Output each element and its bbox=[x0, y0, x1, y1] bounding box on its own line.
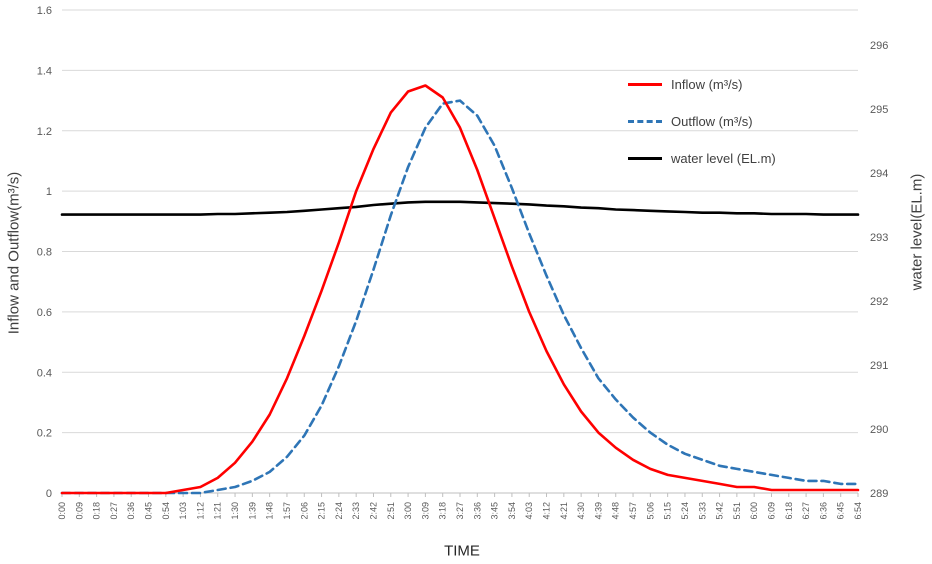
x-axis-tick-label: 1:57 bbox=[282, 502, 292, 520]
x-axis-tick-label: 4:30 bbox=[576, 502, 586, 520]
x-axis-tick-label: 5:15 bbox=[663, 502, 673, 520]
x-axis-tick-label: 0:54 bbox=[161, 502, 171, 520]
x-axis-tick-label: 1:03 bbox=[178, 502, 188, 520]
right-axis-tick-label: 289 bbox=[870, 488, 888, 500]
x-axis-tick-label: 0:36 bbox=[126, 502, 136, 520]
x-axis-tick-label: 5:06 bbox=[645, 502, 655, 520]
x-axis-tick-label: 6:18 bbox=[784, 502, 794, 520]
x-axis-tick-label: 0:45 bbox=[144, 502, 154, 520]
x-axis-tick-label: 1:48 bbox=[265, 502, 275, 520]
water-level-line bbox=[60, 200, 860, 216]
x-axis-tick-label: 3:36 bbox=[472, 502, 482, 520]
x-axis-tick-label: 3:54 bbox=[507, 502, 517, 520]
right-axis-tick-label: 292 bbox=[870, 296, 888, 308]
outflow-line bbox=[60, 99, 860, 495]
right-axis-tick-label: 291 bbox=[870, 360, 888, 372]
right-axis-tick-label: 290 bbox=[870, 424, 888, 436]
right-axis-tick-label: 295 bbox=[870, 104, 888, 116]
x-axis-tick-label: 4:48 bbox=[611, 502, 621, 520]
outflow-line-swatch bbox=[628, 119, 662, 123]
x-axis-tick-label: 2:15 bbox=[317, 502, 327, 520]
legend-label-inflow: Inflow (m³/s) bbox=[671, 76, 743, 92]
x-axis-tick-label: 2:06 bbox=[299, 502, 309, 520]
x-axis-tick-label: 6:36 bbox=[818, 502, 828, 520]
left-axis-tick-label: 0.2 bbox=[37, 428, 52, 440]
x-axis-tick-label: 6:27 bbox=[801, 502, 811, 520]
x-axis-tick-label: 3:45 bbox=[490, 502, 500, 520]
x-axis-tick-label: 1:21 bbox=[213, 502, 223, 520]
x-axis-tick-label: 3:09 bbox=[420, 502, 430, 520]
x-axis-tick-label: 2:42 bbox=[368, 502, 378, 520]
x-axis-tick-label: 0:18 bbox=[92, 502, 102, 520]
x-axis-tick-label: 4:12 bbox=[542, 502, 552, 520]
x-axis-tick-label: 1:12 bbox=[195, 502, 205, 520]
left-axis-tick-label: 1.2 bbox=[37, 126, 52, 138]
x-axis-tick-label: 6:45 bbox=[836, 502, 846, 520]
x-axis-tick-label: 5:33 bbox=[697, 502, 707, 520]
legend-item-water-level: water level (EL.m) bbox=[628, 148, 776, 168]
legend-label-outflow: Outflow (m³/s) bbox=[671, 113, 753, 129]
right-y-axis-title: water level(EL.m) bbox=[908, 173, 926, 291]
water-level-line-swatch bbox=[628, 156, 662, 160]
legend-label-water-level: water level (EL.m) bbox=[671, 150, 776, 166]
left-axis-tick-label: 1 bbox=[46, 186, 52, 198]
x-axis-tick-label: 6:54 bbox=[853, 502, 863, 520]
x-axis-tick-label: 6:00 bbox=[749, 502, 759, 520]
chart-legend: Inflow (m³/s) Outflow (m³/s) water level… bbox=[628, 74, 776, 185]
x-axis-tick-label: 2:24 bbox=[334, 502, 344, 520]
x-axis-title: TIME bbox=[444, 542, 480, 560]
left-y-axis-title: Inflow and Outflow(m³/s) bbox=[5, 171, 23, 335]
x-axis-tick-label: 5:51 bbox=[732, 502, 742, 520]
legend-item-outflow: Outflow (m³/s) bbox=[628, 111, 776, 131]
left-axis-tick-label: 0.4 bbox=[37, 367, 52, 379]
x-axis-tick-label: 2:51 bbox=[386, 502, 396, 520]
left-axis-tick-label: 1.4 bbox=[37, 65, 52, 77]
x-axis-tick-label: 0:00 bbox=[57, 502, 67, 520]
x-axis-tick-label: 3:00 bbox=[403, 502, 413, 520]
x-axis-tick-label: 4:39 bbox=[593, 502, 603, 520]
right-axis-tick-label: 293 bbox=[870, 232, 888, 244]
left-axis-tick-label: 1.6 bbox=[37, 5, 52, 17]
right-axis-tick-label: 296 bbox=[870, 40, 888, 52]
x-axis-tick-label: 5:24 bbox=[680, 502, 690, 520]
x-axis-tick-label: 1:39 bbox=[247, 502, 257, 520]
x-axis-tick-label: 1:30 bbox=[230, 502, 240, 520]
left-axis-tick-label: 0 bbox=[46, 488, 52, 500]
x-axis-tick-label: 4:57 bbox=[628, 502, 638, 520]
inflow-line bbox=[60, 84, 860, 495]
right-axis-tick-label: 294 bbox=[870, 168, 888, 180]
x-axis-tick-label: 0:09 bbox=[74, 502, 84, 520]
left-axis-tick-label: 0.8 bbox=[37, 247, 52, 259]
x-axis-tick-label: 6:09 bbox=[766, 502, 776, 520]
x-axis-tick-label: 2:33 bbox=[351, 502, 361, 520]
x-axis-tick-label: 5:42 bbox=[715, 502, 725, 520]
inflow-line-swatch bbox=[628, 82, 662, 86]
legend-item-inflow: Inflow (m³/s) bbox=[628, 74, 776, 94]
x-axis-tick-label: 3:18 bbox=[438, 502, 448, 520]
x-axis-tick-label: 4:03 bbox=[524, 502, 534, 520]
x-axis-tick-label: 4:21 bbox=[559, 502, 569, 520]
left-axis-tick-label: 0.6 bbox=[37, 307, 52, 319]
x-axis-tick-label: 3:27 bbox=[455, 502, 465, 520]
x-axis-tick-label: 0:27 bbox=[109, 502, 119, 520]
